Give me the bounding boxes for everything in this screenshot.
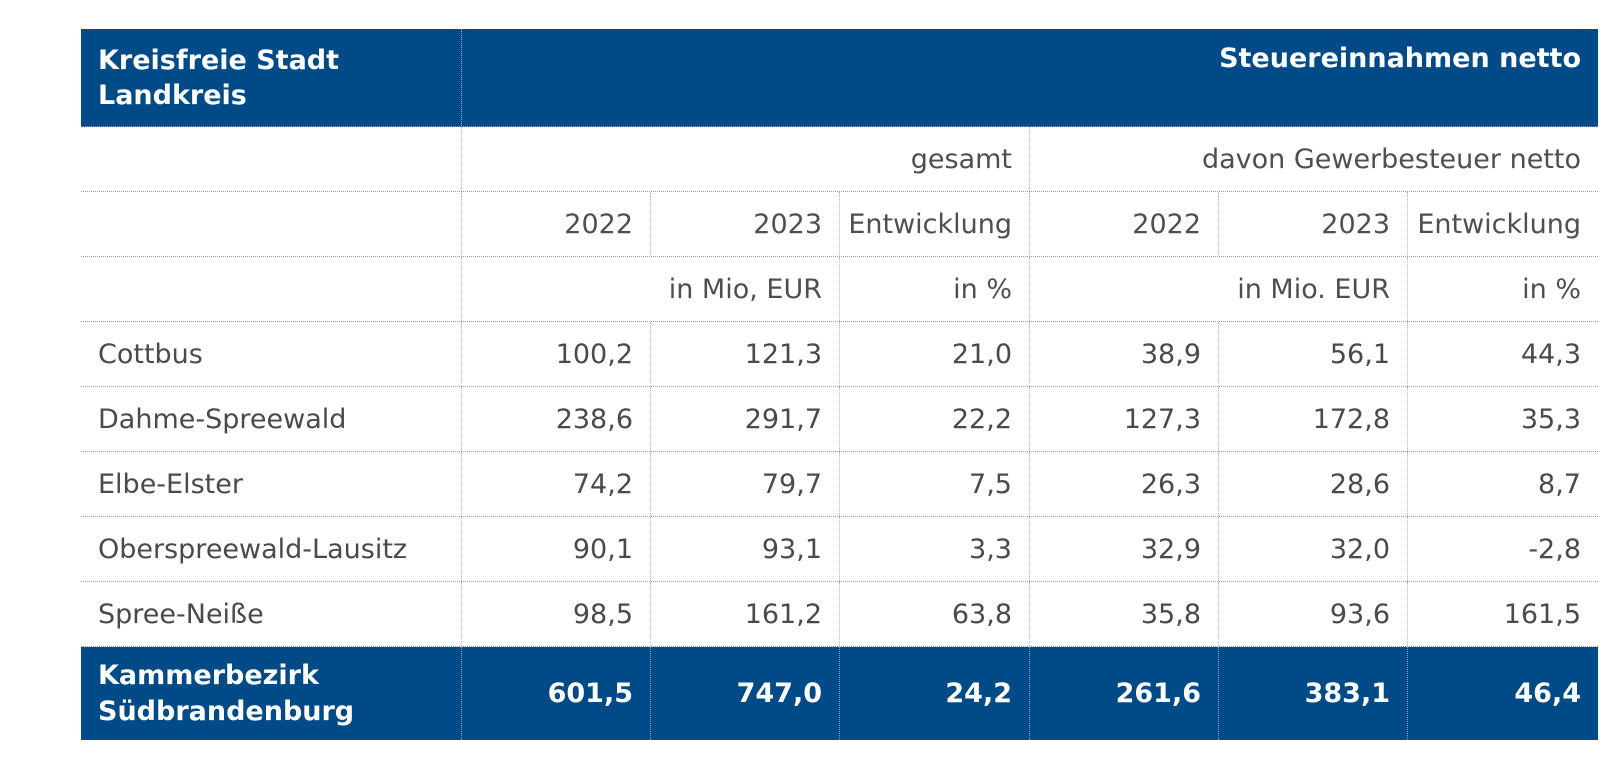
region-label-line2: Landkreis bbox=[98, 80, 247, 112]
total-cell: 601,5 bbox=[461, 647, 650, 740]
table-cell: 90,1 bbox=[461, 517, 650, 581]
total-cell: 261,6 bbox=[1029, 647, 1218, 740]
table-cell: 8,7 bbox=[1407, 452, 1598, 516]
subheader-trade-tax: davon Gewerbesteuer netto bbox=[1029, 127, 1598, 191]
table-cell: 28,6 bbox=[1218, 452, 1407, 516]
empty-cell bbox=[81, 257, 461, 321]
table-cell: 22,2 bbox=[839, 387, 1029, 451]
total-label-line2: Südbrandenburg bbox=[98, 695, 355, 727]
row-label: Elbe-Elster bbox=[98, 468, 243, 500]
column-header: 2023 bbox=[1218, 192, 1407, 256]
table-cell: 35,8 bbox=[1029, 582, 1218, 646]
table-cell: 35,3 bbox=[1407, 387, 1598, 451]
table-row: Elbe-Elster 74,2 79,7 7,5 26,3 28,6 8,7 bbox=[81, 452, 1598, 517]
unit-total-change: in % bbox=[839, 257, 1029, 321]
table-cell: 161,5 bbox=[1407, 582, 1598, 646]
column-header: 2023 bbox=[650, 192, 839, 256]
total-label-line1: Kammerbezirk bbox=[98, 660, 319, 692]
unit-total-amount: in Mio, EUR bbox=[461, 257, 839, 321]
table-cell: 100,2 bbox=[461, 322, 650, 386]
empty-cell bbox=[81, 192, 461, 256]
column-header: Entwicklung bbox=[839, 192, 1029, 256]
total-cell: 747,0 bbox=[650, 647, 839, 740]
unit-trade-amount: in Mio. EUR bbox=[1029, 257, 1407, 321]
unit-row: in Mio, EUR in % in Mio. EUR in % bbox=[81, 257, 1598, 322]
total-cell: 46,4 bbox=[1407, 647, 1598, 740]
table-row: Spree-Neiße 98,5 161,2 63,8 35,8 93,6 16… bbox=[81, 582, 1598, 647]
total-cell: 24,2 bbox=[839, 647, 1029, 740]
table-cell: 172,8 bbox=[1218, 387, 1407, 451]
table-cell: 98,5 bbox=[461, 582, 650, 646]
table-row: Dahme-Spreewald 238,6 291,7 22,2 127,3 1… bbox=[81, 387, 1598, 452]
table-cell: 56,1 bbox=[1218, 322, 1407, 386]
column-header: 2022 bbox=[461, 192, 650, 256]
row-label: Dahme-Spreewald bbox=[98, 403, 347, 435]
table-cell: 21,0 bbox=[839, 322, 1029, 386]
table-title-text: Steuereinnahmen netto bbox=[1219, 43, 1581, 74]
table-cell: 93,1 bbox=[650, 517, 839, 581]
table-cell: 26,3 bbox=[1029, 452, 1218, 516]
table-cell: 74,2 bbox=[461, 452, 650, 516]
table-row: Cottbus 100,2 121,3 21,0 38,9 56,1 44,3 bbox=[81, 322, 1598, 387]
table-cell: 127,3 bbox=[1029, 387, 1218, 451]
row-label: Cottbus bbox=[98, 338, 203, 370]
unit-trade-change: in % bbox=[1407, 257, 1598, 321]
table-cell: 63,8 bbox=[839, 582, 1029, 646]
table-cell: 44,3 bbox=[1407, 322, 1598, 386]
table-cell: 32,9 bbox=[1029, 517, 1218, 581]
table-header-row: Kreisfreie Stadt Landkreis Steuereinnahm… bbox=[81, 29, 1598, 127]
subheader-total: gesamt bbox=[461, 127, 1029, 191]
total-row: Kammerbezirk Südbrandenburg 601,5 747,0 … bbox=[81, 647, 1598, 740]
table-cell: 93,6 bbox=[1218, 582, 1407, 646]
table-cell: 291,7 bbox=[650, 387, 839, 451]
table-cell: 161,2 bbox=[650, 582, 839, 646]
table-cell: 79,7 bbox=[650, 452, 839, 516]
column-header-row: 2022 2023 Entwicklung 2022 2023 Entwickl… bbox=[81, 192, 1598, 257]
table-cell: 238,6 bbox=[461, 387, 650, 451]
row-label: Spree-Neiße bbox=[98, 598, 264, 630]
table-cell: 7,5 bbox=[839, 452, 1029, 516]
total-cell: 383,1 bbox=[1218, 647, 1407, 740]
region-column-header: Kreisfreie Stadt Landkreis bbox=[81, 29, 461, 126]
empty-cell bbox=[81, 127, 461, 191]
table-cell: -2,8 bbox=[1407, 517, 1598, 581]
total-label: Kammerbezirk Südbrandenburg bbox=[81, 647, 461, 740]
table-cell: 32,0 bbox=[1218, 517, 1407, 581]
table-cell: 3,3 bbox=[839, 517, 1029, 581]
table-cell: 121,3 bbox=[650, 322, 839, 386]
row-label: Oberspreewald-Lausitz bbox=[98, 533, 408, 565]
tax-revenue-table: Kreisfreie Stadt Landkreis Steuereinnahm… bbox=[81, 29, 1598, 740]
table-cell: 38,9 bbox=[1029, 322, 1218, 386]
column-header: Entwicklung bbox=[1407, 192, 1598, 256]
region-label-line1: Kreisfreie Stadt bbox=[98, 45, 340, 76]
subheader-row: gesamt davon Gewerbesteuer netto bbox=[81, 127, 1598, 192]
column-header: 2022 bbox=[1029, 192, 1218, 256]
table-row: Oberspreewald-Lausitz 90,1 93,1 3,3 32,9… bbox=[81, 517, 1598, 582]
table-title: Steuereinnahmen netto bbox=[461, 29, 1598, 126]
